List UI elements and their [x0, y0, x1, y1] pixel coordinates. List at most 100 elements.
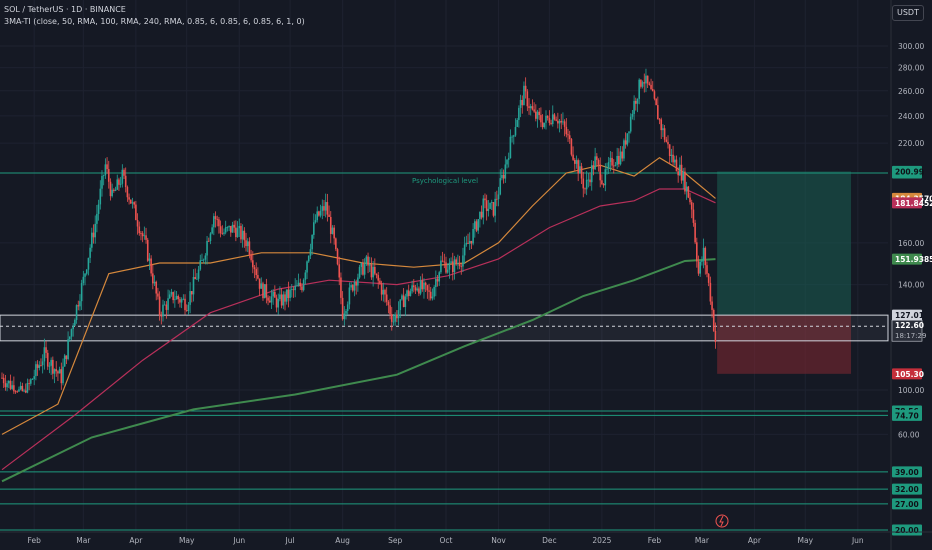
- candle-body: [551, 114, 554, 124]
- candle-body: [377, 275, 380, 281]
- candle-body: [355, 281, 357, 286]
- candle-body: [672, 154, 674, 163]
- candle-body: [529, 106, 532, 109]
- candle-body: [329, 216, 332, 234]
- currency-button[interactable]: USDT: [892, 5, 924, 21]
- candle-body: [389, 305, 391, 315]
- candle-body: [641, 82, 644, 87]
- candle-body: [624, 140, 627, 145]
- candle-body: [689, 197, 691, 203]
- candle-body: [380, 283, 383, 295]
- candle-body: [650, 84, 652, 90]
- current-price-box: [891, 319, 923, 342]
- candle-body: [2, 377, 5, 384]
- candle-body: [224, 227, 227, 233]
- candle-body: [197, 269, 200, 279]
- candle-body: [280, 294, 283, 306]
- candle-body: [484, 198, 486, 201]
- candle-body: [362, 262, 364, 275]
- candle-body: [382, 289, 385, 295]
- candle-body: [231, 224, 234, 233]
- candle-body: [360, 262, 363, 267]
- candle-body: [619, 151, 622, 165]
- candle-body: [477, 219, 479, 231]
- candle-body: [133, 202, 135, 205]
- candle-body: [290, 289, 293, 291]
- candle-body: [635, 100, 637, 104]
- candle-body: [340, 277, 342, 298]
- candles: [1, 68, 717, 394]
- candle-body: [318, 211, 320, 216]
- candle-body: [596, 156, 598, 160]
- candle-body: [165, 304, 168, 310]
- candle-body: [9, 380, 12, 389]
- candle-body: [374, 266, 376, 274]
- candle-body: [221, 233, 224, 235]
- candle-body: [526, 91, 529, 107]
- candle-body: [274, 291, 276, 298]
- candle-body: [368, 264, 371, 266]
- current-price-label: 122.60: [895, 321, 924, 330]
- candle-body: [119, 183, 122, 185]
- candle-body: [472, 228, 474, 244]
- candle-body: [226, 227, 229, 229]
- candle-body: [358, 266, 361, 278]
- candle-body: [52, 359, 54, 374]
- candle-body: [607, 162, 610, 169]
- candle-body: [379, 280, 381, 284]
- candle-body: [31, 378, 34, 380]
- candle-body: [499, 178, 502, 195]
- level-price-label: 27.00: [895, 500, 919, 509]
- candle-body: [18, 389, 20, 392]
- candle-body: [475, 221, 478, 231]
- candle-body: [511, 136, 513, 138]
- candle-body: [199, 260, 202, 270]
- candle-body: [404, 296, 407, 308]
- x-tick-label: Jun: [232, 536, 245, 545]
- candle-body: [514, 126, 517, 136]
- candle-body: [174, 299, 176, 301]
- candle-body: [512, 135, 515, 137]
- candle-body: [302, 279, 305, 291]
- candle-body: [492, 202, 495, 216]
- candle-body: [236, 228, 239, 238]
- candle-body: [570, 138, 573, 155]
- y-tick-label: 240.00: [898, 112, 924, 121]
- candle-body: [506, 159, 508, 165]
- candle-body: [448, 262, 451, 270]
- candle-body: [390, 314, 393, 322]
- candle-body: [519, 99, 522, 108]
- candle-body: [575, 160, 578, 164]
- candle-body: [406, 290, 408, 297]
- candle-body: [670, 154, 673, 157]
- candle-body: [565, 126, 568, 135]
- x-tick-label: Feb: [28, 536, 42, 545]
- candle-body: [41, 361, 44, 366]
- candle-body: [58, 369, 61, 374]
- candle-body: [57, 371, 59, 374]
- candle-body: [392, 321, 395, 323]
- candle-body: [282, 294, 285, 306]
- candle-body: [538, 111, 541, 116]
- candle-body: [457, 262, 459, 264]
- x-tick-label: Mar: [76, 536, 91, 545]
- candle-body: [43, 347, 46, 362]
- y-tick-label: 300.00: [898, 42, 924, 51]
- profit-zone: [717, 171, 852, 316]
- symbol-title: SOL / TetherUS · 1D · BINANCE: [4, 5, 126, 14]
- zone-price-label-bg: [892, 309, 922, 321]
- y-tick-label: 280.00: [898, 64, 924, 73]
- flash-icon[interactable]: [715, 514, 729, 528]
- zones: [0, 171, 889, 374]
- candle-body: [6, 383, 8, 388]
- candle-body: [324, 202, 327, 211]
- candle-body: [436, 278, 439, 282]
- candle-body: [555, 119, 557, 121]
- candle-body: [326, 202, 329, 215]
- candle-body: [233, 224, 235, 228]
- candle-body: [563, 121, 566, 127]
- x-tick-label: Jul: [285, 536, 295, 545]
- candle-body: [307, 255, 310, 262]
- candle-body: [82, 276, 85, 283]
